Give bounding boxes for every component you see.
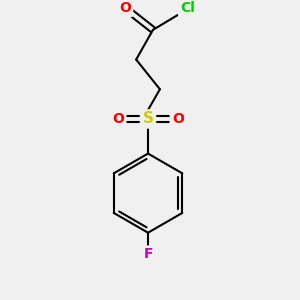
Text: F: F <box>143 248 153 262</box>
Text: S: S <box>142 111 154 126</box>
Text: O: O <box>112 112 124 126</box>
Text: Cl: Cl <box>180 1 195 15</box>
Text: O: O <box>119 1 131 15</box>
Text: O: O <box>172 112 184 126</box>
